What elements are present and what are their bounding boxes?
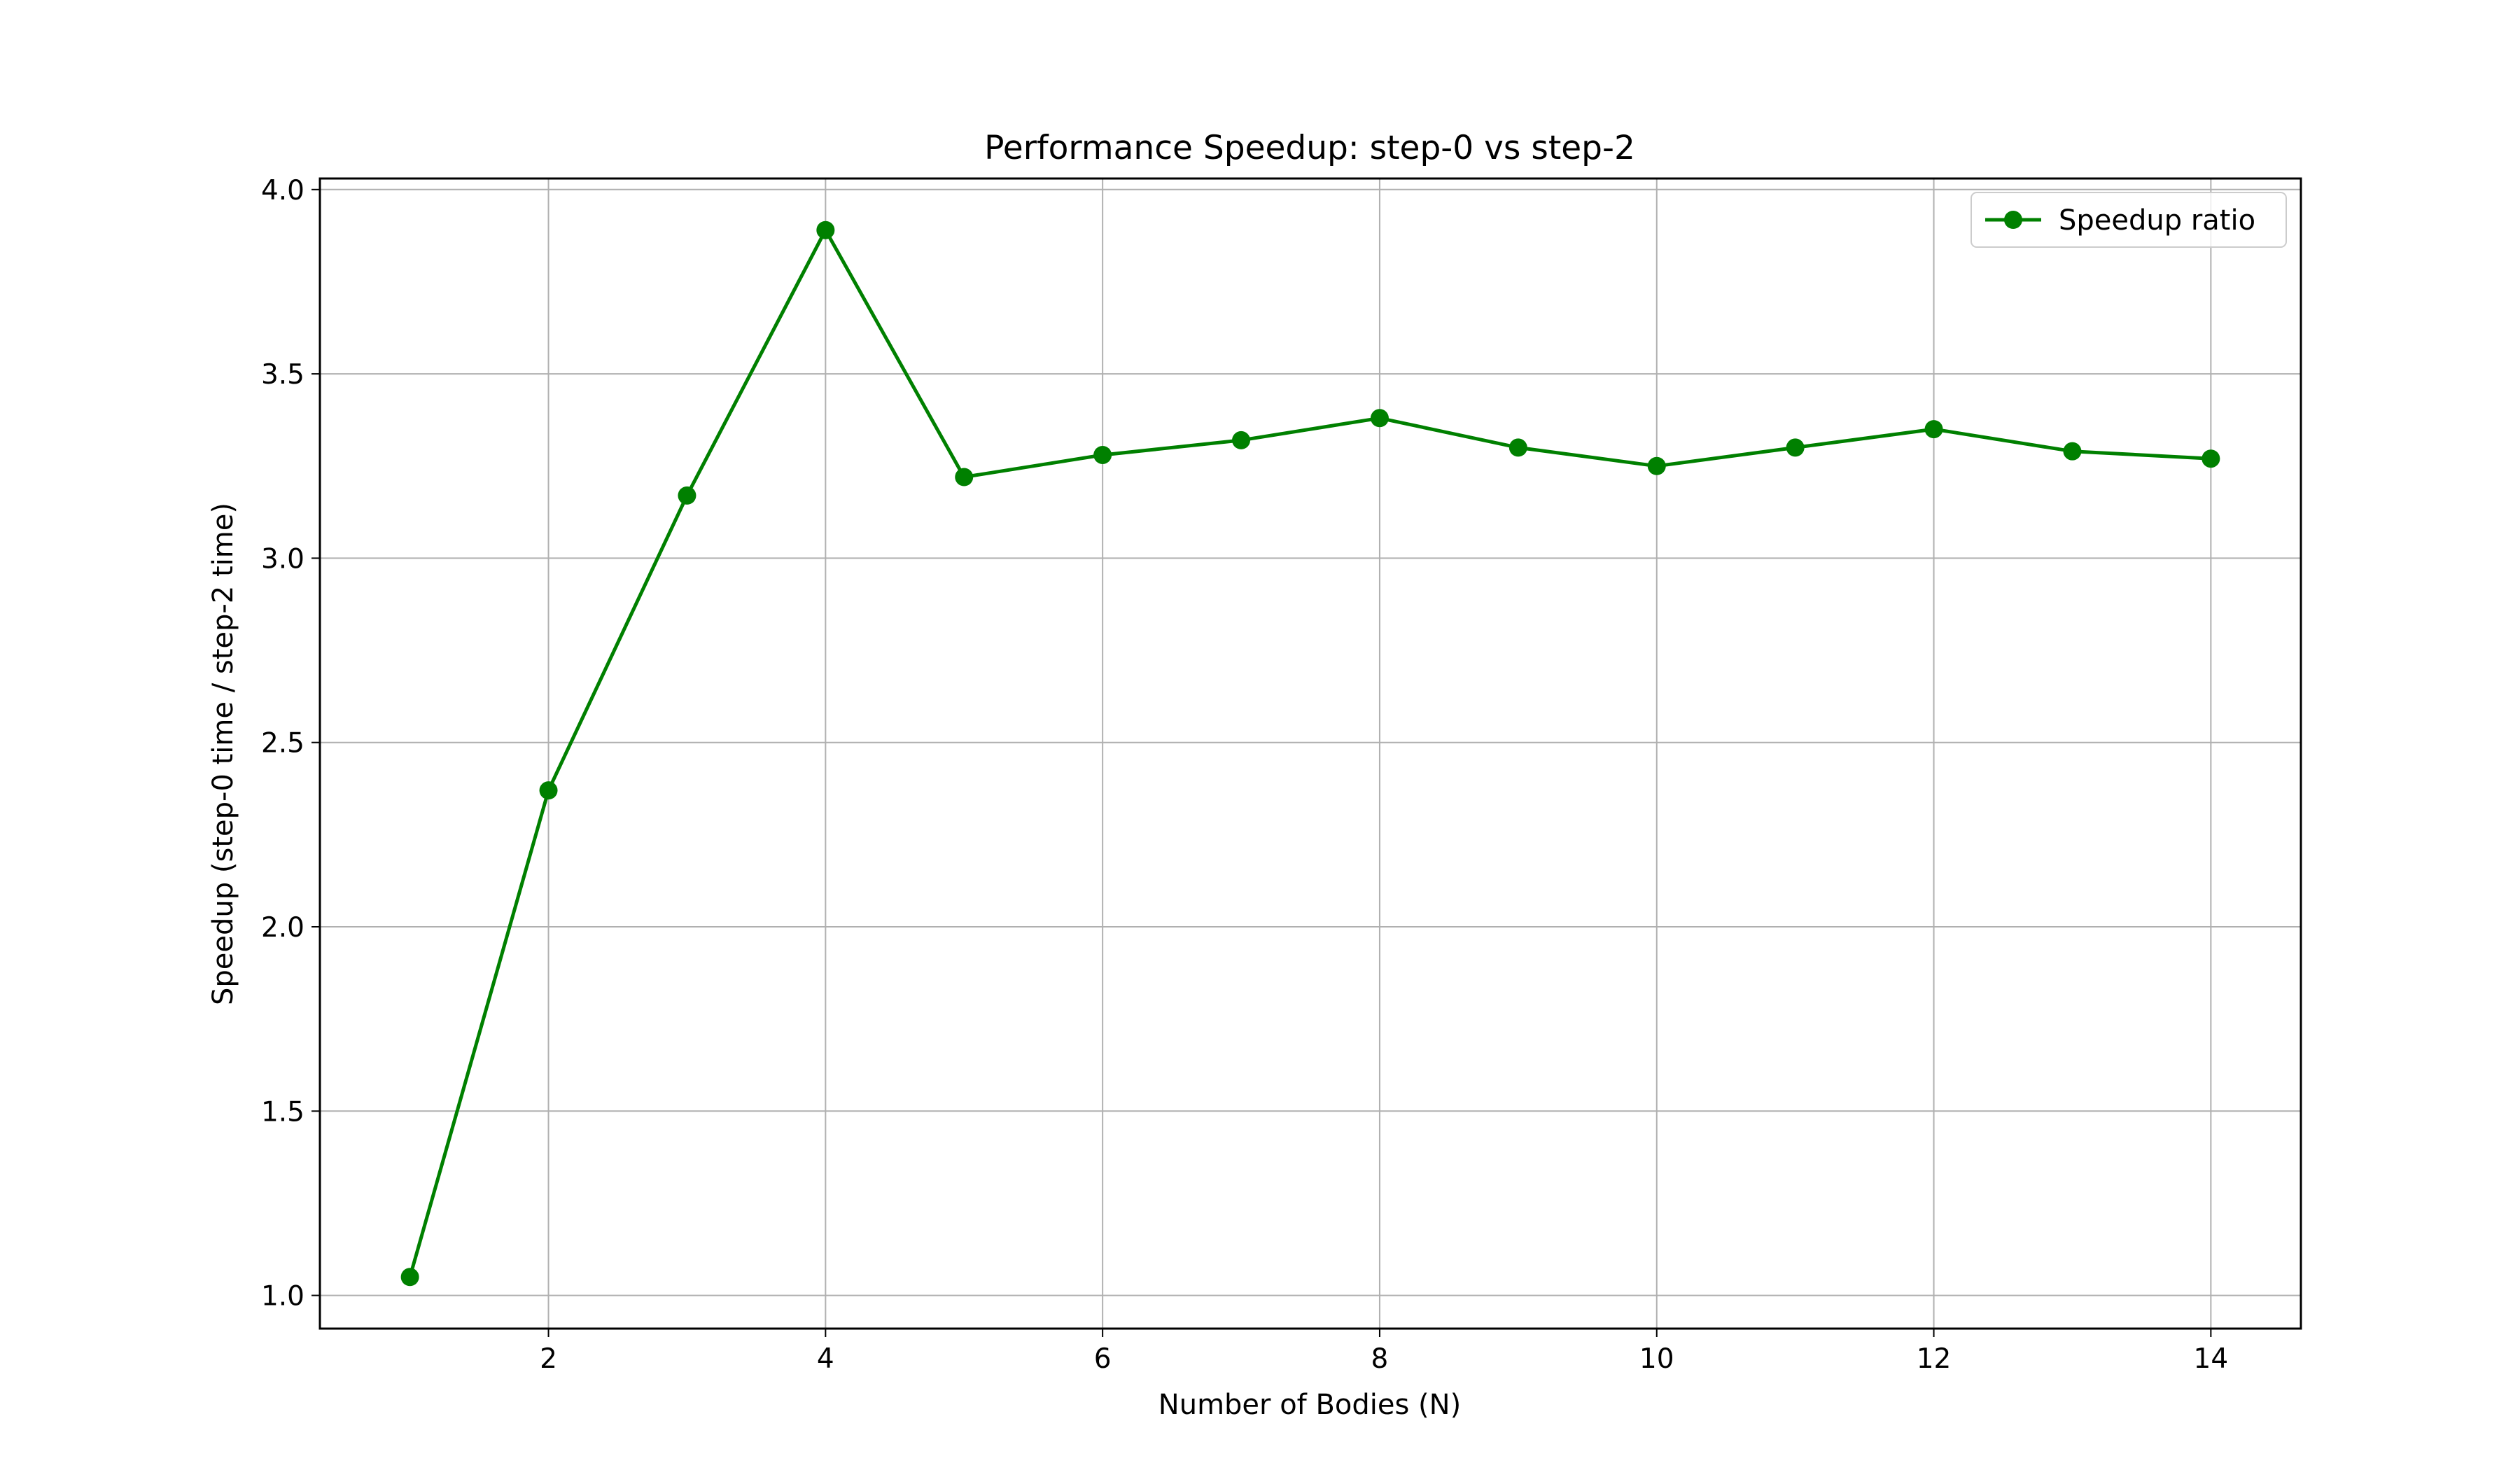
y-tick-label: 2.5: [261, 728, 304, 760]
y-tick-label: 1.0: [261, 1281, 304, 1312]
series-lines: [408, 228, 2211, 1278]
grid-lines: [320, 178, 2301, 1329]
data-point: [1786, 438, 1805, 457]
data-point: [539, 781, 558, 800]
y-tick-label: 3.0: [261, 543, 304, 575]
y-tick-label: 2.0: [261, 912, 304, 944]
data-point: [1508, 438, 1527, 457]
x-tick-label: 14: [2194, 1343, 2229, 1375]
x-tick-label: 10: [1639, 1343, 1674, 1375]
y-tick-label: 4.0: [261, 175, 304, 206]
axis-ticks: 2 4 6 8 10 12 14 1.0 1.5 2.0 2.5 3.0 3.5 4.0: [261, 175, 2228, 1375]
x-tick-label: 4: [817, 1343, 834, 1375]
y-tick-label: 1.5: [261, 1096, 304, 1128]
data-point: [1093, 445, 1112, 464]
data-point: [1924, 420, 1943, 439]
chart-title: Performance Speedup: step-0 vs step-2: [984, 129, 1635, 167]
plot-area-frame: [318, 177, 2302, 1330]
y-tick-label: 3.5: [261, 359, 304, 391]
series-markers: [400, 220, 2220, 1287]
legend-marker-swatch: [2004, 211, 2022, 229]
legend: Speedup ratio: [1970, 192, 2287, 248]
data-point: [2202, 449, 2220, 468]
data-point: [816, 220, 835, 239]
x-tick-label: 12: [1917, 1343, 1952, 1375]
series-line: [408, 228, 2211, 1278]
x-axis-label: Number of Bodies (N): [1158, 1389, 1461, 1421]
data-point: [1370, 409, 1389, 428]
data-point: [2063, 442, 2082, 461]
data-point: [678, 486, 696, 505]
data-point: [400, 1268, 419, 1287]
x-tick-label: 8: [1371, 1343, 1389, 1375]
x-tick-label: 2: [540, 1343, 557, 1375]
data-point: [1647, 456, 1666, 475]
legend-box: [1970, 192, 2287, 248]
data-point: [955, 468, 974, 486]
y-axis-label: Speedup (step-0 time / step-2 time): [207, 503, 239, 1005]
x-tick-label: 6: [1094, 1343, 1112, 1375]
legend-label: Speedup ratio: [2059, 204, 2255, 237]
data-point: [1232, 430, 1251, 449]
